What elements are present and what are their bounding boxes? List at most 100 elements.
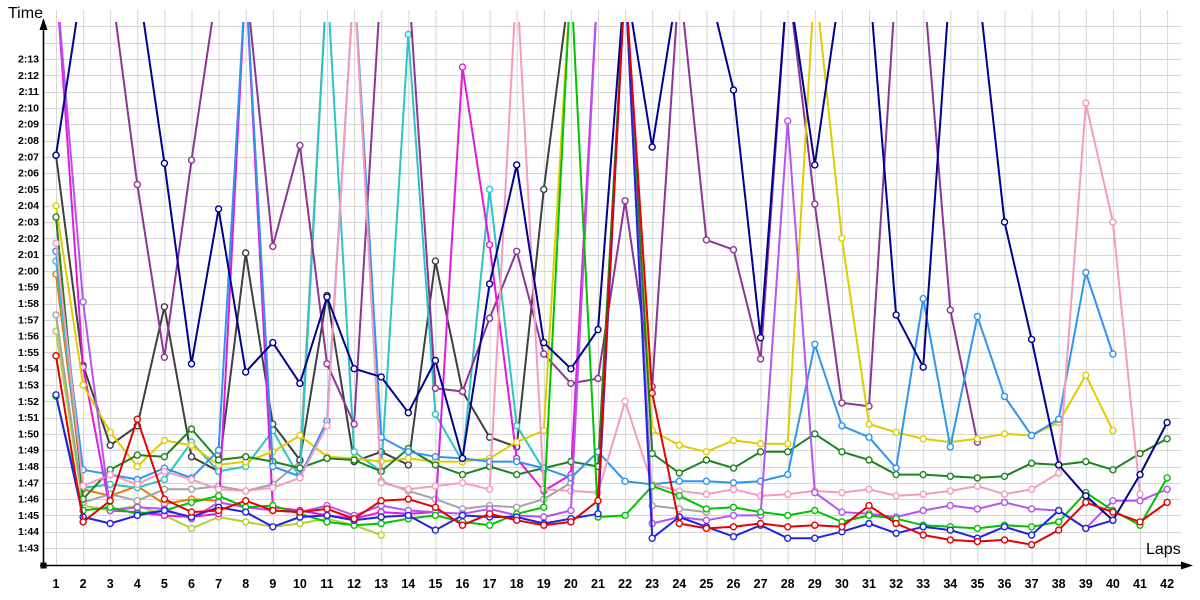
data-point xyxy=(1000,430,1009,438)
data-point xyxy=(540,338,548,347)
data-point xyxy=(458,63,467,71)
x-tick-label: 3 xyxy=(107,577,114,591)
x-tick-label: 40 xyxy=(1106,577,1120,591)
data-point xyxy=(973,474,982,482)
y-tick-label: 1:53 xyxy=(18,380,39,392)
data-point xyxy=(431,461,440,469)
data-point xyxy=(756,519,765,528)
data-point xyxy=(702,477,711,485)
data-point xyxy=(214,456,223,464)
data-point xyxy=(133,180,142,189)
data-point xyxy=(1109,218,1117,226)
axes xyxy=(40,26,1183,567)
data-point xyxy=(1054,518,1063,526)
data-point xyxy=(784,470,792,479)
data-point xyxy=(784,523,792,531)
data-point xyxy=(838,448,846,456)
data-point xyxy=(214,506,223,515)
data-point xyxy=(919,435,927,443)
data-point xyxy=(540,503,548,511)
data-point xyxy=(513,247,521,256)
data-point xyxy=(594,510,602,518)
data-point xyxy=(919,470,927,479)
data-point xyxy=(187,485,196,493)
data-point xyxy=(485,510,494,518)
x-axis-arrow-icon xyxy=(1181,561,1193,570)
data-point xyxy=(892,470,900,479)
data-point xyxy=(1136,518,1144,526)
data-point xyxy=(160,495,169,503)
data-point xyxy=(106,503,114,511)
data-point xyxy=(431,453,440,461)
data-point xyxy=(675,441,683,449)
data-point xyxy=(187,425,196,433)
x-tick-label: 10 xyxy=(293,577,307,591)
data-point xyxy=(702,516,711,524)
data-point xyxy=(187,453,196,461)
series-line xyxy=(55,22,1168,522)
data-point xyxy=(729,436,738,445)
x-tick-label: 7 xyxy=(215,577,222,591)
data-point xyxy=(241,453,250,461)
data-point xyxy=(431,356,440,365)
data-point xyxy=(648,389,656,397)
data-point xyxy=(729,245,738,254)
data-point xyxy=(973,435,982,443)
data-point xyxy=(214,205,223,213)
data-point xyxy=(431,526,440,534)
data-point xyxy=(811,534,819,542)
data-point xyxy=(133,415,142,423)
data-point xyxy=(513,457,521,466)
x-tick-label: 41 xyxy=(1133,577,1147,591)
data-point xyxy=(106,470,114,479)
series-line xyxy=(55,22,1114,468)
data-point xyxy=(513,470,521,479)
data-point xyxy=(377,497,385,505)
y-tick-label: 2:06 xyxy=(18,168,39,180)
data-point xyxy=(702,490,711,498)
data-point xyxy=(621,477,629,485)
data-point xyxy=(1163,498,1171,507)
data-point xyxy=(241,518,250,526)
data-point xyxy=(431,257,440,265)
data-point xyxy=(675,519,683,528)
y-tick-label: 2:04 xyxy=(18,200,39,212)
data-point xyxy=(1082,457,1090,466)
y-tick-label: 2:12 xyxy=(18,70,39,82)
y-tick-label: 1:47 xyxy=(18,477,39,489)
data-point xyxy=(1082,268,1090,277)
data-point xyxy=(431,503,440,511)
data-point xyxy=(133,451,142,459)
data-point xyxy=(729,86,738,94)
data-point xyxy=(729,532,738,541)
data-point xyxy=(756,508,765,516)
data-point xyxy=(241,249,250,257)
y-tick-label: 1:50 xyxy=(18,428,39,440)
x-tick-label: 6 xyxy=(188,577,195,591)
data-point xyxy=(350,365,358,373)
data-point xyxy=(811,161,819,169)
data-point xyxy=(485,521,494,529)
data-point xyxy=(377,531,385,539)
data-point xyxy=(1109,497,1117,505)
data-point xyxy=(485,314,494,322)
data-point xyxy=(323,422,331,430)
y-tick-label: 1:57 xyxy=(18,314,39,326)
data-point xyxy=(160,353,169,361)
data-point xyxy=(811,488,819,497)
data-point xyxy=(729,511,738,520)
data-point xyxy=(838,508,846,516)
data-point xyxy=(241,487,250,495)
x-tick-label: 20 xyxy=(564,577,578,591)
series-line xyxy=(55,22,1114,486)
data-point xyxy=(52,213,60,221)
x-tick-label: 34 xyxy=(943,577,957,591)
data-point xyxy=(404,461,412,469)
data-point xyxy=(811,506,819,515)
data-point xyxy=(729,503,738,511)
data-point xyxy=(214,485,223,493)
data-point xyxy=(784,490,792,498)
series-line xyxy=(55,22,1168,530)
x-tick-label: 19 xyxy=(537,577,551,591)
